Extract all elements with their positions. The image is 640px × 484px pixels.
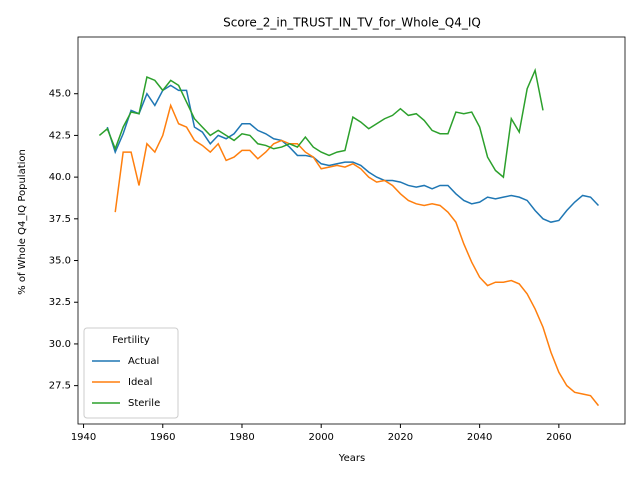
line-series [114,103,600,407]
x-tick-label: 2060 [546,432,571,443]
line-series [106,84,600,223]
plot-frame [77,36,626,425]
x-tick-label: 2020 [388,432,413,443]
y-tick-label: 30.0 [49,339,71,350]
y-tick-label: 40.0 [49,172,71,183]
y-tick-label: 27.5 [49,381,71,392]
y-axis-label: % of Whole Q4_IQ Population [17,149,28,295]
y-tick-label: 35.0 [49,256,71,267]
legend-label: Sterile [128,398,160,409]
x-tick-label: 2040 [467,432,492,443]
y-tick-label: 42.5 [49,130,71,141]
y-tick-label: 32.5 [49,297,71,308]
y-tick-label: 37.5 [49,214,71,225]
legend-label: Actual [128,356,159,367]
x-tick-label: 1980 [229,432,254,443]
x-tick-label: 1960 [150,432,175,443]
x-tick-label: 2000 [308,432,333,443]
y-tick-label: 45.0 [49,89,71,100]
line-series [98,67,544,179]
legend-title: Fertility [112,335,150,346]
chart-title: Score_2_in_TRUST_IN_TV_for_Whole_Q4_IQ [223,16,481,30]
legend-label: Ideal [128,377,152,388]
x-axis-label: Years [338,453,365,464]
x-tick-label: 1940 [71,432,96,443]
legend-box [83,327,179,419]
